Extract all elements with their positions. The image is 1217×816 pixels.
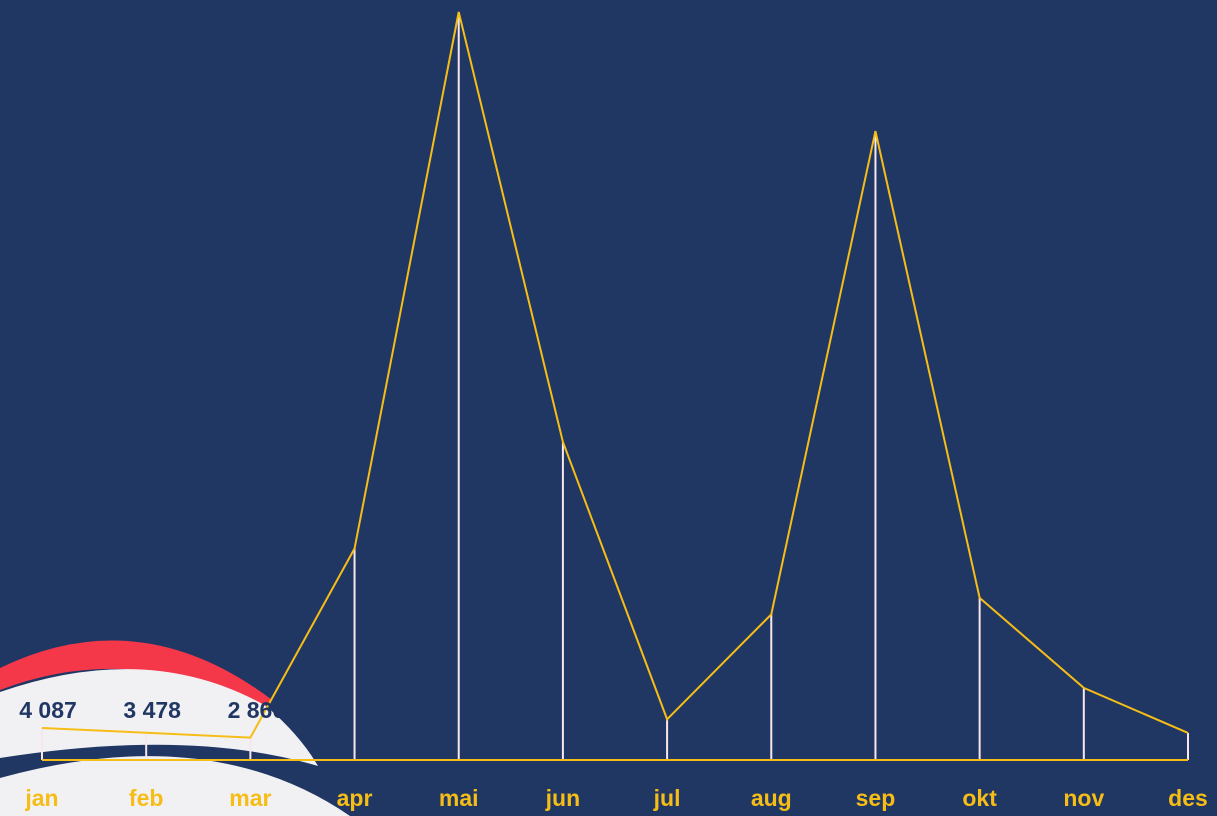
x-tick-label: jul [653,785,681,811]
value-label: 3 478 [123,697,181,723]
x-tick-label: jan [24,785,58,811]
plot: jan feb mar apr mai jun jul aug sep okt nov des 4 08… [19,11,1208,811]
x-tick-label: feb [129,785,164,811]
x-tick-label: aug [751,785,792,811]
decor-white-lower [0,756,350,816]
x-tick-label: jun [545,785,581,811]
x-tick-label: sep [856,785,896,811]
decor-white-arc [0,669,318,766]
x-tick-label: apr [337,785,373,811]
value-label: 4 087 [19,697,77,723]
x-tick-label: des [1168,785,1208,811]
x-tick-label: okt [962,785,997,811]
decor-red-arc [0,640,272,708]
value-label: 2 860 [228,697,286,723]
x-tick-label: mar [229,785,271,811]
x-tick-label: mai [439,785,479,811]
data-line [41,11,1189,739]
x-tick-label: nov [1063,785,1104,811]
